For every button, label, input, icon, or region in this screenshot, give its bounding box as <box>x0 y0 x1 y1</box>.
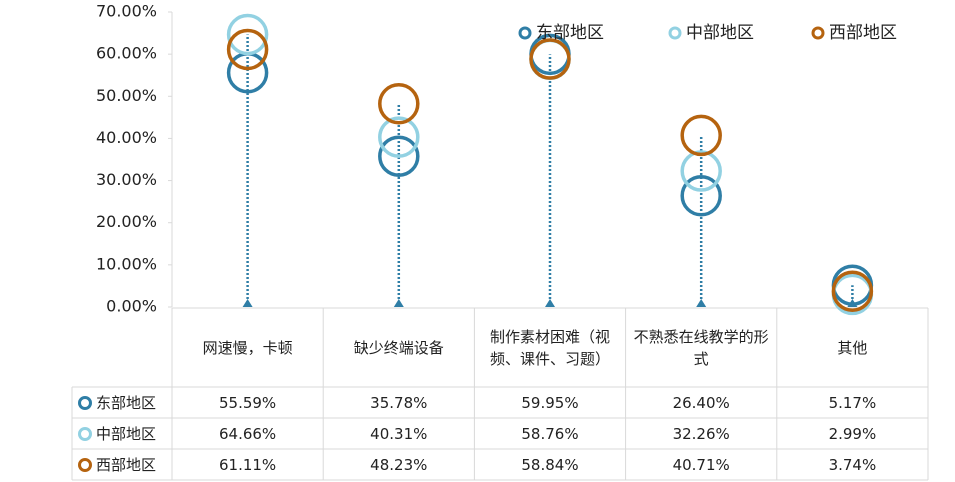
table-value: 48.23% <box>370 455 428 474</box>
row-name: 西部地区 <box>96 455 157 474</box>
dot <box>680 150 722 192</box>
table-value: 40.31% <box>370 424 428 443</box>
row-name: 东部地区 <box>96 393 157 412</box>
row-marker <box>78 395 92 410</box>
legend-label: 中部地区 <box>686 23 754 43</box>
category-label: 缺少终端设备 <box>353 338 444 357</box>
row-marker <box>78 457 92 472</box>
y-tick-label: 50.00% <box>96 86 157 105</box>
drop-arrow <box>696 299 707 307</box>
table-value: 40.71% <box>672 455 730 474</box>
y-tick-label: 40.00% <box>96 128 157 147</box>
table-value: 58.84% <box>521 455 579 474</box>
drop-arrow <box>393 299 404 307</box>
table-value: 58.76% <box>521 424 579 443</box>
legend-marker <box>811 26 825 40</box>
dot <box>378 82 420 125</box>
legend-marker <box>518 26 532 40</box>
drop-arrow <box>545 299 555 307</box>
table-value: 3.74% <box>828 455 877 474</box>
table-value: 35.78% <box>370 393 428 412</box>
row-label: 东部地区 <box>72 387 172 418</box>
row-label: 中部地区 <box>72 418 172 449</box>
table-value: 26.40% <box>672 393 730 412</box>
category-label: 网速慢，卡顿 <box>202 338 293 357</box>
dot <box>378 116 420 158</box>
y-tick-label: 20.00% <box>96 212 157 231</box>
y-tick-label: 0.00% <box>106 297 157 316</box>
category-label: 制作素材困难（视频、课件、习题） <box>489 327 610 368</box>
legend-label: 西部地区 <box>829 23 897 43</box>
y-tick-label: 70.00% <box>96 2 157 21</box>
legend-label: 东部地区 <box>536 23 604 43</box>
dot <box>226 28 269 71</box>
table-value: 64.66% <box>218 424 277 443</box>
row-name: 中部地区 <box>96 424 157 443</box>
dot <box>226 13 269 56</box>
dot <box>831 270 874 312</box>
drop-arrow <box>242 299 253 307</box>
dot <box>529 38 571 80</box>
row-marker <box>78 426 92 441</box>
table-value: 32.26% <box>672 424 730 443</box>
dot <box>680 114 722 157</box>
y-tick-label: 30.00% <box>96 170 157 189</box>
y-tick-label: 10.00% <box>96 254 157 273</box>
y-tick-label: 60.00% <box>96 44 157 63</box>
table-value: 61.11% <box>218 455 277 474</box>
row-label: 西部地区 <box>72 449 172 480</box>
category-label: 其他 <box>837 338 868 357</box>
dot <box>680 174 722 217</box>
table-value: 5.17% <box>828 393 877 412</box>
table-value: 59.95% <box>521 393 579 412</box>
category-label: 不熟悉在线教学的形式 <box>633 327 769 368</box>
legend-marker <box>668 26 682 40</box>
table-value: 2.99% <box>828 424 877 443</box>
table-value: 55.59% <box>218 393 277 412</box>
dot <box>378 135 420 177</box>
